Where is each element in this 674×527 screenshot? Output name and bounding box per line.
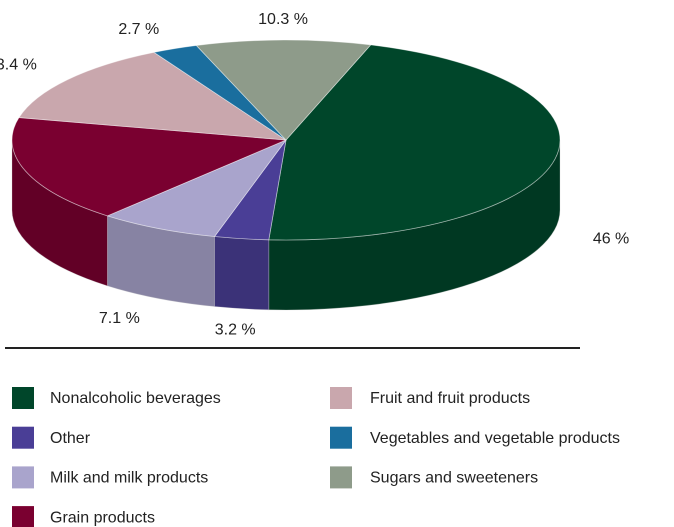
value-label: 10.3 %: [258, 11, 308, 28]
legend-swatch: [12, 466, 34, 489]
slice-side: [214, 236, 270, 311]
legend-swatch: [12, 387, 34, 409]
slice: [268, 44, 561, 241]
legend-label: Milk and milk products: [50, 470, 208, 487]
legend-swatch: [12, 426, 34, 449]
legend-label: Sugars and sweeteners: [370, 470, 538, 487]
legend-swatch: [12, 506, 34, 527]
slice: [195, 39, 372, 141]
value-label: 3.2 %: [215, 322, 256, 339]
legend-label: Vegetables and vegetable products: [370, 430, 620, 447]
legend-swatch: [330, 387, 352, 409]
value-label: 13.4 %: [0, 56, 37, 73]
slice: [11, 117, 287, 217]
value-label: 7.1 %: [99, 310, 140, 327]
slice: [106, 139, 288, 237]
legend-swatch: [330, 466, 352, 489]
slice: [18, 51, 287, 141]
value-label: 46 %: [593, 231, 629, 248]
legend-label: Grain products: [50, 509, 155, 526]
legend-swatch: [330, 426, 352, 449]
value-label: 2.7 %: [118, 21, 159, 38]
legend-label: Other: [50, 430, 91, 447]
legend-label: Nonalcoholic beverages: [50, 390, 221, 407]
legend-label: Fruit and fruit products: [370, 390, 530, 407]
